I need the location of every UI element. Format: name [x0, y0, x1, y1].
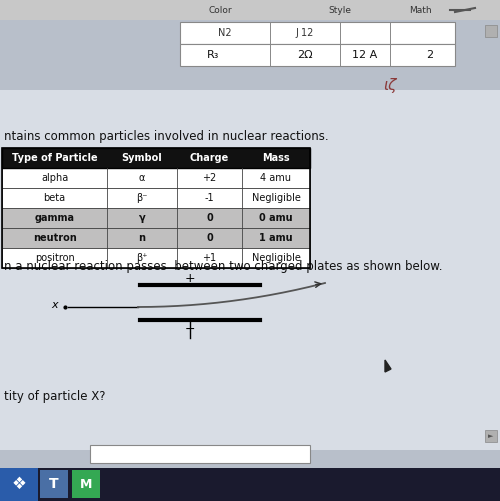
Text: Negligible: Negligible: [252, 193, 300, 203]
Text: alpha: alpha: [41, 173, 68, 183]
Bar: [485, 25, 497, 37]
Text: 0 amu: 0 amu: [259, 213, 293, 223]
Text: x: x: [52, 300, 59, 310]
Text: Mass: Mass: [262, 153, 290, 163]
Text: 2Ω: 2Ω: [297, 50, 313, 60]
Text: +1: +1: [202, 253, 216, 263]
Text: ►: ►: [488, 433, 494, 439]
Text: α: α: [139, 173, 145, 183]
Text: 2: 2: [426, 50, 434, 60]
Text: ntains common particles involved in nuclear reactions.: ntains common particles involved in nucl…: [4, 130, 328, 143]
Text: Charge: Charge: [190, 153, 229, 163]
Text: J 12: J 12: [296, 28, 314, 38]
Text: -1: -1: [204, 193, 214, 203]
Bar: [0, 0, 500, 20]
Text: β⁺: β⁺: [136, 253, 148, 263]
Bar: [90, 445, 310, 463]
Text: ιζ: ιζ: [384, 78, 396, 93]
Text: 12 A: 12 A: [352, 50, 378, 60]
Bar: [2, 188, 310, 208]
Text: M: M: [80, 477, 92, 490]
Text: +: +: [184, 273, 196, 286]
Bar: [2, 168, 310, 188]
Text: Symbol: Symbol: [122, 153, 162, 163]
Bar: [2, 208, 310, 228]
Bar: [2, 148, 310, 168]
Text: Negligible: Negligible: [252, 253, 300, 263]
Text: +2: +2: [202, 173, 216, 183]
Bar: [72, 470, 100, 498]
Text: Color: Color: [208, 6, 232, 15]
Bar: [40, 470, 68, 498]
Bar: [485, 430, 497, 442]
Text: γ: γ: [138, 213, 145, 223]
Text: tity of particle X?: tity of particle X?: [4, 390, 106, 403]
Text: Type of Particle: Type of Particle: [12, 153, 98, 163]
Polygon shape: [385, 360, 391, 372]
Text: Math: Math: [408, 6, 432, 15]
Bar: [2, 248, 310, 268]
Bar: [180, 44, 455, 66]
Text: 4 amu: 4 amu: [260, 173, 292, 183]
Text: positron: positron: [34, 253, 74, 263]
Bar: [2, 228, 310, 248]
Text: n a nuclear reaction passes  between two charged plates as shown below.: n a nuclear reaction passes between two …: [4, 260, 442, 273]
Text: beta: beta: [44, 193, 66, 203]
Bar: [2, 148, 310, 268]
Text: 0: 0: [206, 213, 213, 223]
Text: n: n: [138, 233, 145, 243]
Bar: [0, 468, 500, 501]
Text: 1 amu: 1 amu: [259, 233, 293, 243]
Bar: [180, 22, 455, 44]
Bar: [0, 468, 38, 501]
Text: ❖: ❖: [12, 475, 26, 493]
Text: 0: 0: [206, 233, 213, 243]
Text: gamma: gamma: [34, 213, 74, 223]
Text: R₃: R₃: [207, 50, 219, 60]
Text: N2: N2: [218, 28, 232, 38]
Text: T: T: [49, 477, 59, 491]
Text: β⁻: β⁻: [136, 193, 147, 203]
Bar: [0, 90, 500, 450]
Text: neutron: neutron: [32, 233, 76, 243]
Text: −: −: [185, 323, 195, 336]
Text: Style: Style: [328, 6, 351, 15]
